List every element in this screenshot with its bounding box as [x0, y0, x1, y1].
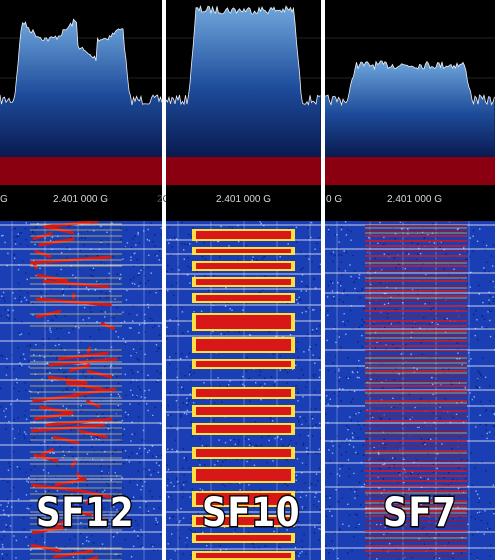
sf-label-sf10: SF10 — [201, 489, 301, 538]
freq-edge-left-sf12: G — [0, 194, 8, 205]
waterfall-sf12 — [0, 221, 162, 560]
center-freq-sf12: 2.401 000 G — [53, 194, 109, 205]
spectrum-plot-sf10 — [166, 5, 321, 185]
panel-divider-1 — [162, 0, 166, 560]
panel-sf12: G 2.401 000 G SF12 — [0, 0, 162, 560]
spectrum-plot-sf7 — [325, 37, 495, 185]
center-freq-sf10: 2.401 000 G — [216, 194, 272, 205]
panel-sf7: 0 G 2.401 000 G SF7 — [325, 0, 495, 560]
freq-edge-right-sf12: 2G — [157, 194, 171, 205]
freq-edge-left-sf7: 0 G — [326, 194, 343, 205]
waterfall-sf10 — [166, 221, 321, 560]
sf-label-sf7: SF7 — [382, 489, 458, 538]
center-freq-sf7: 2.401 000 G — [387, 194, 443, 205]
spectrum-view-sf10: 2.401 000 G — [166, 0, 321, 215]
waterfall-sf7 — [325, 221, 495, 560]
panel-sf10: 2.401 000 G SF10 — [166, 0, 321, 560]
spectrum-view-sf7: 0 G 2.401 000 G — [325, 0, 495, 215]
spectrum-view-sf12: G 2.401 000 G — [0, 0, 162, 215]
spectrum-plot-sf12 — [0, 18, 162, 185]
sf-label-sf12: SF12 — [35, 489, 135, 538]
panel-divider-2 — [321, 0, 325, 560]
